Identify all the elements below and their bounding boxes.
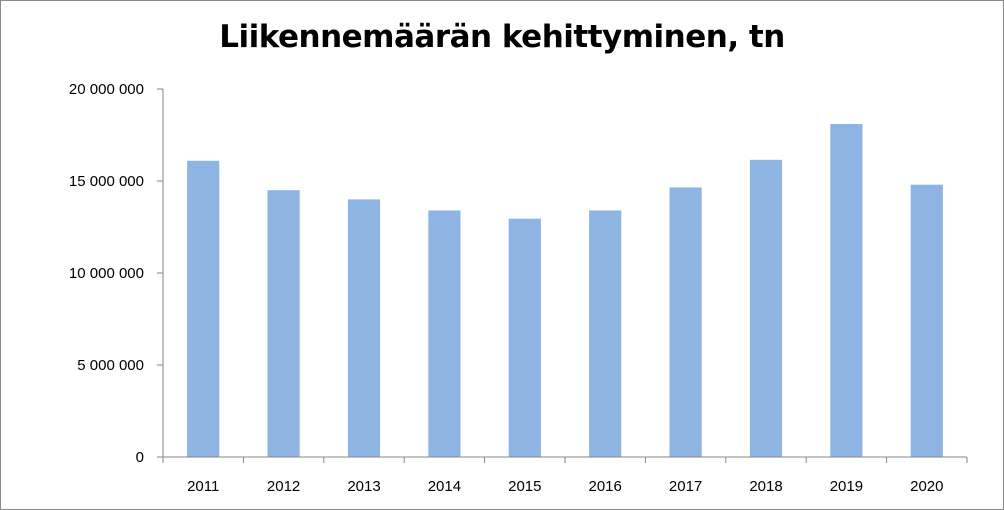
y-tick-labels: 0 5 000 000 10 000 000 15 000 000 20 000 000 <box>69 81 144 466</box>
y-tick-label: 0 <box>136 449 144 466</box>
axes-group <box>157 88 968 463</box>
x-tick-label-2014: 2014 <box>428 478 461 495</box>
bar-2016 <box>589 210 622 457</box>
x-tick-label-2017: 2017 <box>669 478 702 495</box>
x-tick-label-2013: 2013 <box>347 478 380 495</box>
bars-group <box>187 123 943 458</box>
bar-2017 <box>669 187 702 457</box>
bar-2013 <box>347 199 381 457</box>
y-tick-label: 15 000 000 <box>69 173 144 190</box>
bar-2011 <box>187 160 220 457</box>
y-tick-label: 10 000 000 <box>69 265 144 282</box>
x-tick-label-2012: 2012 <box>267 478 300 495</box>
bar-2014 <box>428 210 461 457</box>
bar-2020 <box>910 184 943 457</box>
x-tick-label-2019: 2019 <box>830 478 863 495</box>
x-tick-label-2015: 2015 <box>508 478 541 495</box>
x-tick-label-2020: 2020 <box>910 478 943 495</box>
y-tick-label: 5 000 000 <box>77 357 144 374</box>
bar-2012 <box>267 190 300 457</box>
chart-title: Liikennemäärän kehittyminen, tn <box>219 19 785 55</box>
x-tick-labels: 2011 2012 2013 2014 2015 2016 2017 2018 2019 2020 <box>187 478 943 495</box>
x-tick-label-2016: 2016 <box>589 478 622 495</box>
x-tick-label-2018: 2018 <box>749 478 782 495</box>
x-tick-label-2011: 2011 <box>187 478 219 495</box>
bar-2015 <box>508 218 541 457</box>
y-tick-label: 20 000 000 <box>69 81 144 98</box>
bar-2018 <box>749 159 783 457</box>
bar-2019 <box>830 123 863 458</box>
